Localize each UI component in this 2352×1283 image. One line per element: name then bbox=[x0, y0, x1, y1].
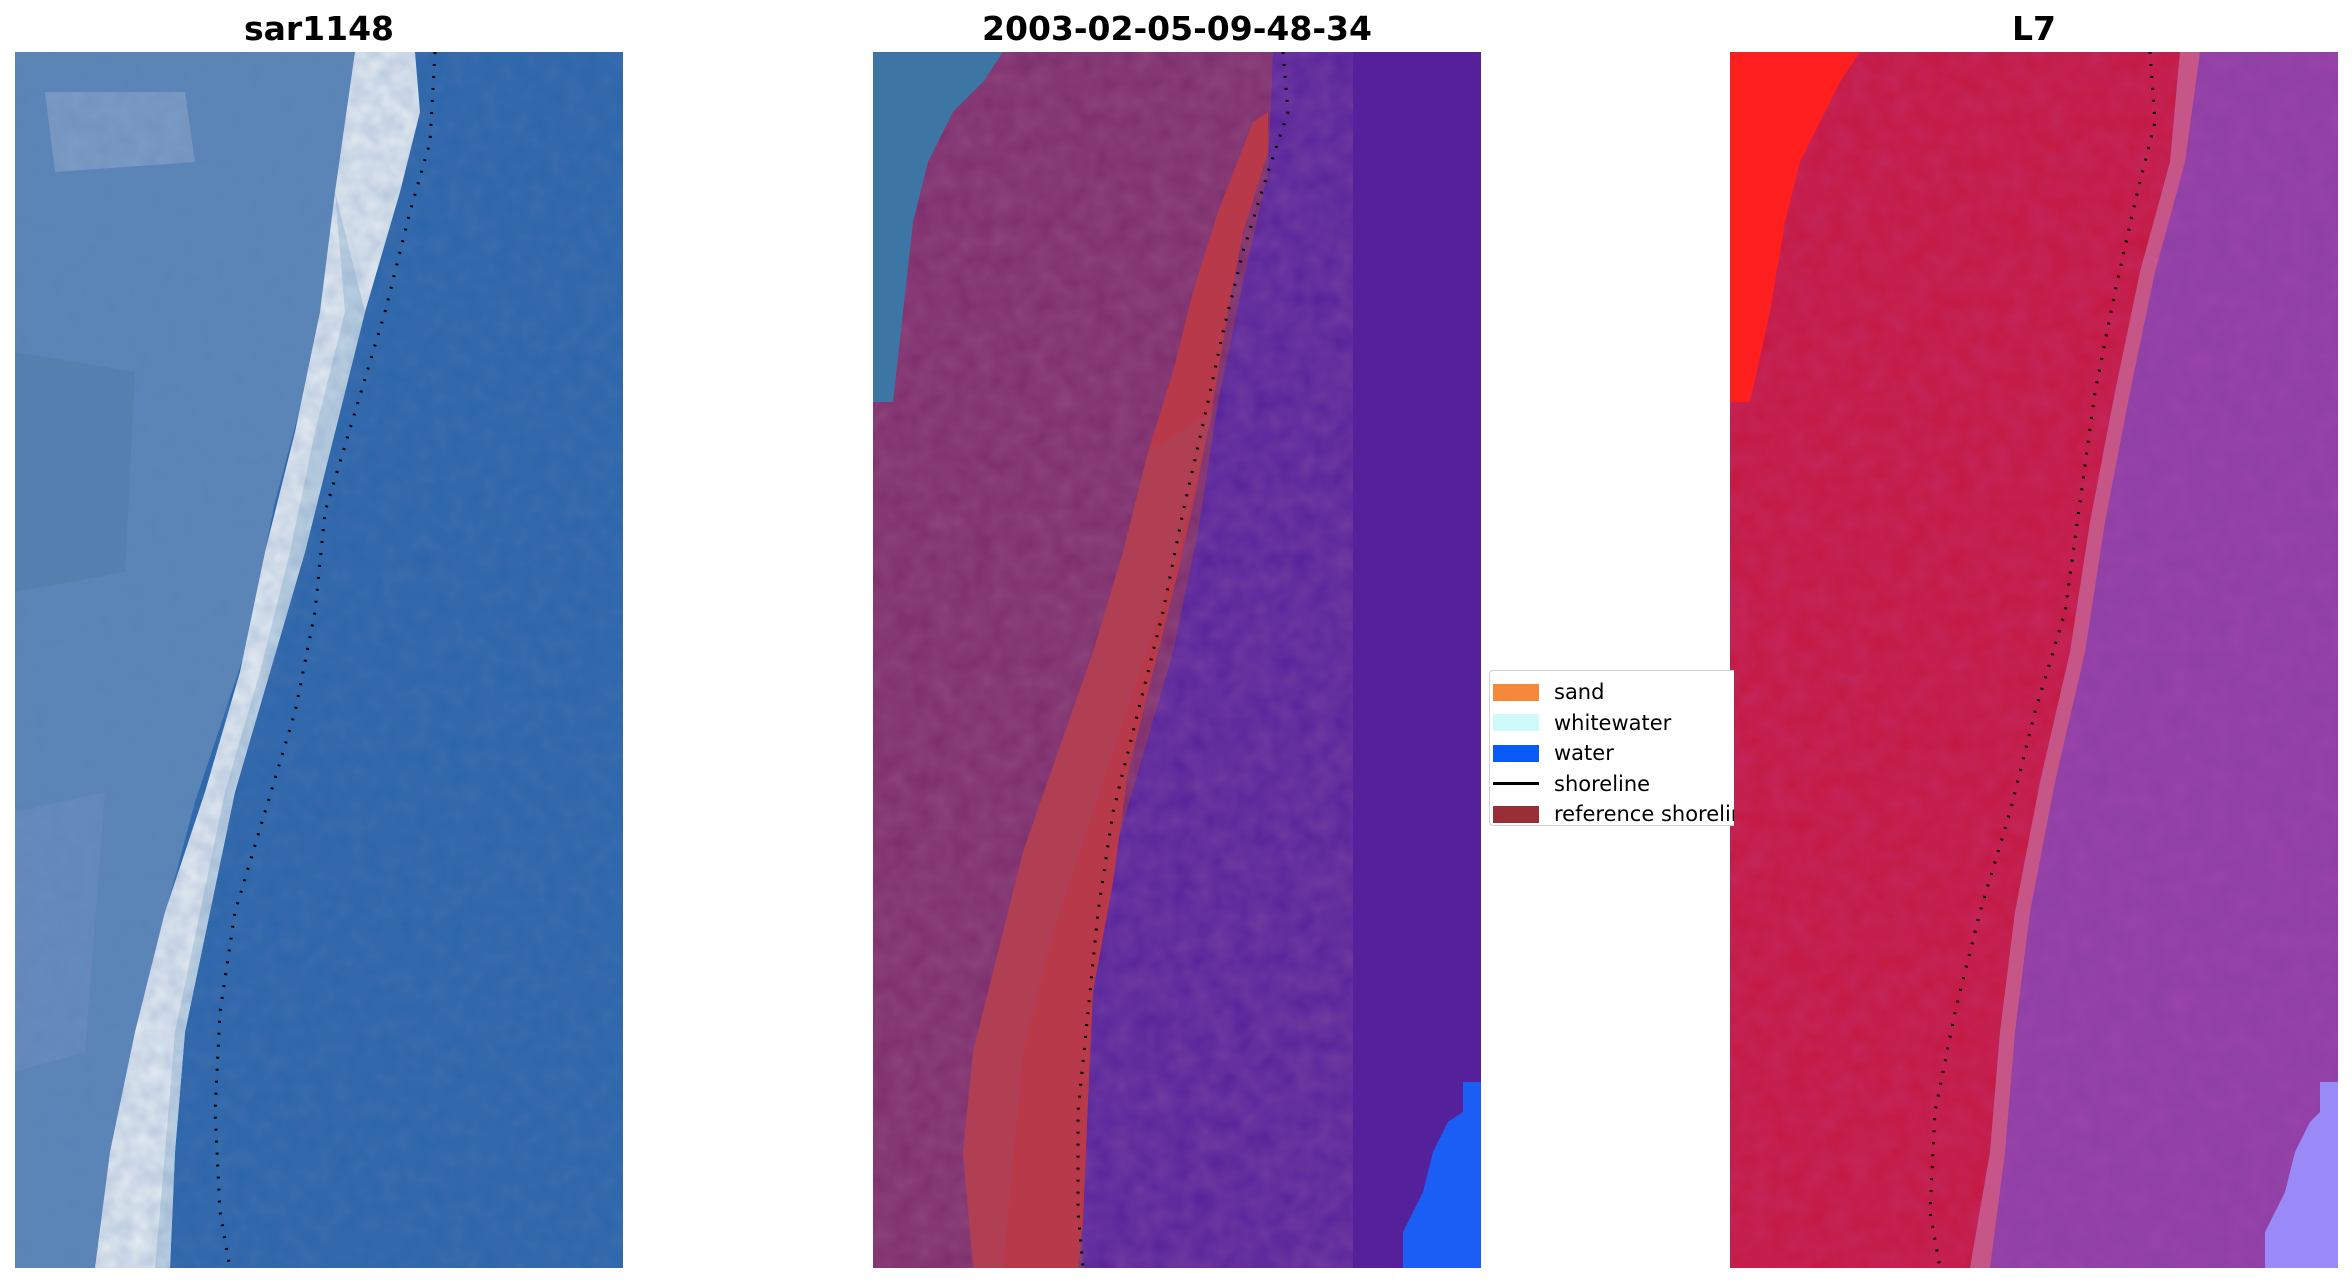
rgb-satellite-image bbox=[15, 52, 623, 1268]
legend-item-sand: sand bbox=[1490, 677, 1734, 708]
legend-swatch-whitewater bbox=[1493, 714, 1539, 732]
legend-label-shoreline: shoreline bbox=[1554, 771, 1651, 796]
classified-image bbox=[873, 52, 1481, 1268]
legend-swatch-water bbox=[1493, 744, 1539, 762]
legend-swatch-shoreline bbox=[1493, 782, 1539, 786]
panel-title-3: L7 bbox=[2012, 9, 2056, 48]
legend-item-water: water bbox=[1490, 738, 1734, 769]
legend: sand whitewater water shoreline referenc… bbox=[1489, 670, 1734, 826]
legend-label-sand: sand bbox=[1554, 680, 1605, 705]
legend-swatch-reference-shoreline bbox=[1493, 805, 1539, 823]
legend-item-shoreline: shoreline bbox=[1490, 769, 1734, 800]
panel-title-2: 2003-02-05-09-48-34 bbox=[982, 9, 1372, 48]
mndwi-image bbox=[1730, 52, 2338, 1268]
legend-label-water: water bbox=[1554, 741, 1614, 766]
legend-label-reference-shoreline: reference shoreline bbox=[1554, 802, 1734, 826]
legend-item-reference-shoreline: reference shoreline bbox=[1490, 799, 1734, 826]
legend-label-whitewater: whitewater bbox=[1554, 710, 1672, 735]
legend-swatch-sand bbox=[1493, 683, 1539, 701]
legend-item-whitewater: whitewater bbox=[1490, 708, 1734, 739]
panel-title-1: sar1148 bbox=[243, 9, 395, 48]
